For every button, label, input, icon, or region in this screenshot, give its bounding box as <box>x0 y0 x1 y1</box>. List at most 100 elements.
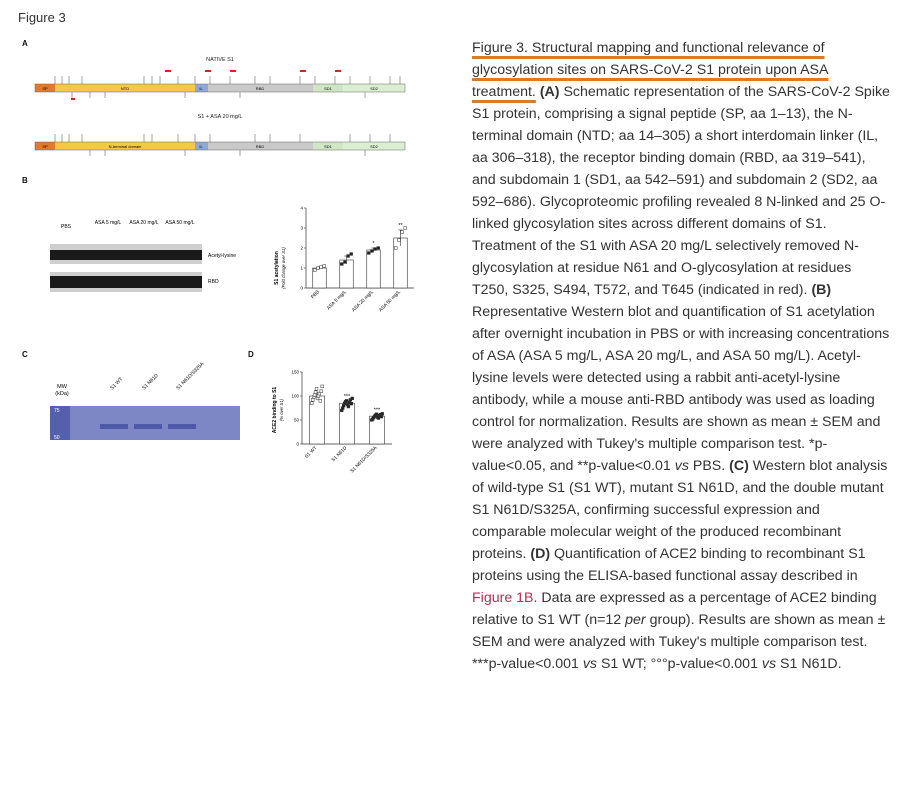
chart-d-ylabel: ACE2 binding to S1 <box>272 387 278 434</box>
chart-d-data-point <box>318 399 322 403</box>
caption-d-text3: group). Results are shown as mean ± SEM … <box>472 612 886 672</box>
chart-d-sig-label: *** <box>344 394 351 400</box>
chart-d-ytick-label: 150 <box>291 370 299 375</box>
chart-d-data-point <box>314 387 319 391</box>
chart-d-data-point <box>313 390 318 394</box>
chart-b-ytick-label: 4 <box>300 206 303 211</box>
chart-d-ytick-label: 100 <box>291 394 299 399</box>
figure-caption: Figure 3. Structural mapping and functio… <box>472 37 890 675</box>
caption-b-vs: vs <box>674 458 689 474</box>
panel-b-letter: B <box>22 176 28 185</box>
caption-a-label: (A) <box>539 84 560 100</box>
chart-d-ytick-label: 50 <box>294 418 300 423</box>
chart-b-data-point <box>373 247 377 251</box>
treated-domain-3: RBD <box>256 144 265 149</box>
chart-b-data-point <box>376 246 380 250</box>
acetyl-lysine-band <box>50 250 202 260</box>
chart-b-data-point <box>322 264 326 268</box>
treated-domain-5: SD2 <box>370 144 379 149</box>
chart-b-ytick-label: 0 <box>300 286 303 291</box>
chart-b-ylabel-sub: (Fold change over S1) <box>281 247 286 289</box>
chart-d-data-point <box>312 393 317 397</box>
panel-b-chart: S1 acetylation (Fold change over S1) 0 1 2… <box>274 206 414 313</box>
chart-b-sig-label: * <box>372 241 375 247</box>
treated-domain-bar: SP N-terminal domain IL RBD SD1 SD2 <box>34 141 406 151</box>
chart-d-ytick-label: 0 <box>296 442 299 447</box>
caption-d-text4: S1 WT; °°°p-value<0.001 <box>597 656 762 672</box>
native-domain-1: NTD <box>121 86 129 91</box>
native-red-site-markers <box>71 70 341 100</box>
native-domain-4: SD1 <box>324 86 333 91</box>
chart-b-data-point <box>313 268 317 272</box>
caption-a-text: Schematic representation of the SARS-CoV… <box>472 84 890 298</box>
treated-domain-2: IL <box>199 144 203 149</box>
native-domain-3: RBD <box>256 86 265 91</box>
chart-d-data-point <box>346 404 351 409</box>
chart-b-sig-label: ** <box>398 223 403 229</box>
c-gel <box>50 406 240 440</box>
figure-panels: A B C D NATIVE S1 SP NTD IL RBD <box>22 39 414 475</box>
caption-d-text2: . Data are expressed as a percentage of … <box>472 590 877 628</box>
chart-b-data-point <box>397 238 401 242</box>
chart-b-x-label: PBS <box>310 289 321 300</box>
c-band-2 <box>168 424 196 429</box>
chart-d-data-point <box>310 401 314 405</box>
chart-b-data-point <box>400 230 404 234</box>
chart-d-sig-label: *** <box>374 408 381 414</box>
treated-tick-marks <box>54 134 391 156</box>
chart-b-data-point <box>346 254 350 258</box>
panel-c-letter: C <box>22 350 28 359</box>
figure-1b-link[interactable]: Figure 1B <box>472 590 534 606</box>
treated-domain-1: N-terminal domain <box>109 144 142 149</box>
caption-c-text: Western blot analysis of wild-type S1 (S… <box>472 458 888 562</box>
chart-d-data-point <box>317 391 322 396</box>
chart-b-ytick-label: 2 <box>300 246 303 251</box>
caption-d-vs1: vs <box>582 656 598 672</box>
chart-b-data-point <box>319 265 323 269</box>
chart-b-ytick-label: 3 <box>300 226 303 231</box>
chart-d-data-point <box>344 399 349 403</box>
chart-b-data-point <box>370 249 374 253</box>
chart-b-x-label: ASA 50 mg/L <box>378 289 402 313</box>
chart-b-data-point <box>394 246 398 250</box>
c-ladder-lane <box>50 406 70 440</box>
caption-b-label: (B) <box>811 282 832 298</box>
caption-b-end: PBS. <box>688 458 726 474</box>
panel-a-letter: A <box>22 39 28 48</box>
blot-lane-0: PBS <box>61 224 72 230</box>
c-lane-2: S1 N61D/S325A <box>175 361 206 392</box>
chart-d-x-label: S1 N61D/S325A <box>349 445 379 475</box>
caption-d-text: Quantification of ACE2 binding to recomb… <box>472 546 866 584</box>
chart-d-data-point <box>311 398 315 402</box>
treated-domain-0: SP <box>42 144 48 149</box>
native-title: NATIVE S1 <box>206 57 234 63</box>
mw-label: MW <box>57 384 68 390</box>
mw-mark-50: 50 <box>54 435 60 441</box>
blot-lane-2: ASA 20 mg/L <box>129 220 158 226</box>
native-domain-5: SD2 <box>370 86 379 91</box>
panel-d-letter: D <box>248 350 254 359</box>
caption-d-label: (D) <box>530 546 551 562</box>
caption-d-text5: S1 N61D. <box>776 656 842 672</box>
caption-title: Figure 3. Structural mapping and functio… <box>472 40 829 100</box>
panel-a-schematic: NATIVE S1 SP NTD IL RBD SD1 SD2 <box>34 57 406 156</box>
chart-d-data-point <box>320 384 324 389</box>
chart-b-ylabel: S1 acetylation <box>274 251 280 285</box>
blot-lane-3: ASA 50 mg/L <box>165 220 194 226</box>
chart-d-ylabel-sub: (% over S1) <box>279 398 284 421</box>
c-lane-1: S1 N61D <box>141 373 160 392</box>
caption-c-label: (C) <box>729 458 749 474</box>
panel-d-chart: ACE2 binding to S1 (% over S1) 0 50 100 150… <box>272 370 392 475</box>
mw-unit: (kDa) <box>55 391 69 397</box>
band-label-acetyl: Acetyl-lysine <box>208 253 236 259</box>
native-tick-marks <box>54 76 401 98</box>
c-lane-0: S1 WT <box>109 376 124 391</box>
c-band-1 <box>134 424 162 429</box>
treated-domain-4: SD1 <box>324 144 333 149</box>
caption-d-per: per <box>625 612 646 628</box>
chart-b-bar <box>366 249 381 289</box>
mw-mark-75: 75 <box>54 408 60 414</box>
caption-b-text: Representative Western blot and quantifi… <box>472 304 890 474</box>
chart-b-ytick-label: 1 <box>300 266 303 271</box>
chart-d-data-point <box>379 414 383 419</box>
